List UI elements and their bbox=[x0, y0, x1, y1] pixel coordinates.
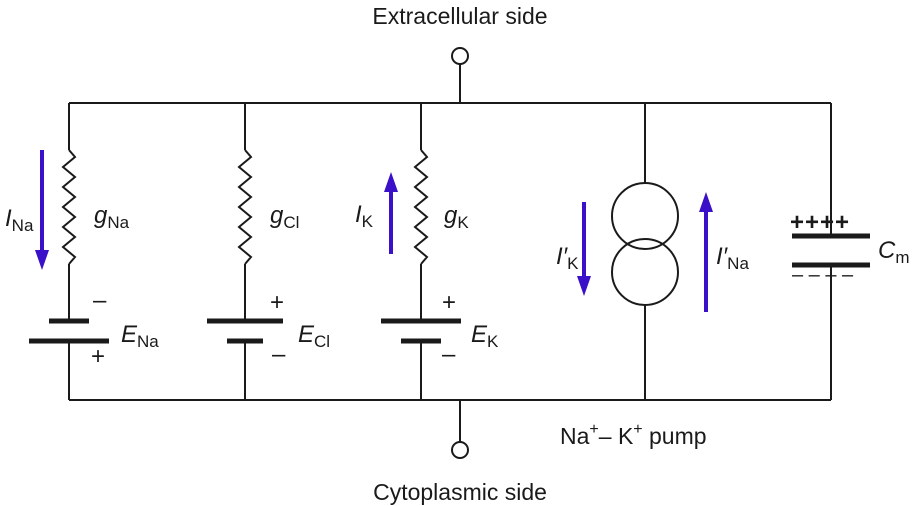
capacitance-label: Cm bbox=[878, 237, 910, 267]
na-battery-sign-bottom: + bbox=[91, 343, 105, 370]
cl-conductance-label: gCl bbox=[270, 202, 299, 232]
cytoplasmic-terminal bbox=[451, 441, 469, 459]
na-conductance-label: gNa bbox=[94, 202, 130, 232]
na-resistor bbox=[61, 149, 77, 265]
k-conductance-label: gK bbox=[444, 202, 469, 232]
extracellular-terminal bbox=[451, 47, 469, 65]
pump-na-current-label: I′Na bbox=[716, 243, 749, 273]
pump-branch: I′K I′Na Na+– K+ pump bbox=[556, 103, 749, 449]
k-battery-sign-bottom: – bbox=[442, 341, 456, 368]
k-battery-sign-top: + bbox=[442, 289, 456, 316]
pump-source-upper-circle bbox=[611, 182, 679, 250]
cl-battery-sign-bottom: – bbox=[272, 341, 286, 368]
pump-k-current-label: I′K bbox=[556, 243, 579, 273]
pump-label: Na+– K+ pump bbox=[560, 421, 707, 449]
na-current-label: INa bbox=[5, 205, 34, 235]
cl-emf-label: ECl bbox=[298, 321, 330, 351]
capacitor-branch: ++++ – – – – Cm bbox=[790, 103, 910, 400]
capacitor-negative-charge: – – – – bbox=[792, 264, 854, 286]
k-current-label: IK bbox=[355, 201, 374, 231]
cl-battery-sign-top: + bbox=[270, 289, 284, 316]
capacitor-positive-charge: ++++ bbox=[790, 209, 850, 236]
k-resistor bbox=[413, 149, 429, 265]
na-emf-label: ENa bbox=[121, 321, 159, 351]
cytoplasmic-label: Cytoplasmic side bbox=[373, 479, 547, 505]
cl-resistor bbox=[237, 149, 253, 265]
extracellular-label: Extracellular side bbox=[372, 3, 547, 29]
k-emf-label: EK bbox=[471, 321, 499, 351]
cl-branch: gCl + – ECl bbox=[207, 103, 330, 400]
na-branch: INa gNa – + ENa bbox=[5, 103, 159, 400]
k-branch: IK gK + – EK bbox=[355, 103, 499, 400]
na-battery-sign-top: – bbox=[93, 287, 107, 314]
